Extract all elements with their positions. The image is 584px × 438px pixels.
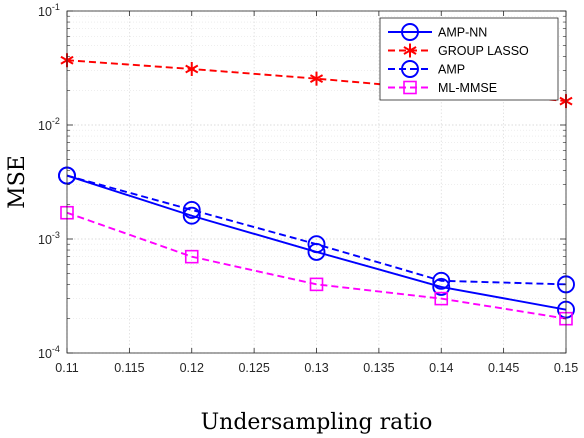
x-tick-label: 0.13 xyxy=(304,361,328,375)
data-point xyxy=(434,291,449,306)
legend-item: AMP xyxy=(388,60,465,78)
y-tick-label: 10-4 xyxy=(38,344,60,361)
data-point xyxy=(309,277,324,292)
data-point xyxy=(184,249,199,264)
data-point xyxy=(432,271,451,290)
x-tick-label: 0.11 xyxy=(55,361,78,375)
data-point xyxy=(309,71,324,86)
x-axis-label: Undersampling ratio xyxy=(201,410,433,435)
legend-item: AMP-NN xyxy=(388,23,487,41)
legend-label: AMP xyxy=(438,63,465,77)
data-point xyxy=(432,277,451,296)
legend-item: GROUP LASSO xyxy=(388,43,529,58)
asterisk-stroke xyxy=(309,74,324,84)
x-tick-label: 0.12 xyxy=(180,361,204,375)
legend-label: AMP-NN xyxy=(438,26,487,40)
legend-marker xyxy=(403,43,417,58)
legend-label: ML-MMSE xyxy=(438,81,497,95)
axis-ticks: 0.11 0.115 0.12 0.125 0.13 0.135 0.14 0.145 0.15… xyxy=(38,2,578,375)
y-tick-label: 10-2 xyxy=(38,116,60,133)
legend-item: ML-MMSE xyxy=(388,80,497,95)
x-tick-label: 0.15 xyxy=(554,361,578,375)
x-tick-label: 0.135 xyxy=(363,361,394,375)
legend-marker xyxy=(403,80,417,95)
legend-label: GROUP LASSO xyxy=(438,44,529,58)
grid xyxy=(66,10,567,354)
data-point xyxy=(182,200,201,219)
legend: AMP-NN GROUP LASSO AMP ML-MMSE xyxy=(379,17,559,101)
x-tick-label: 0.115 xyxy=(114,361,144,375)
y-tick-label: 10-1 xyxy=(38,2,60,19)
x-tick-label: 0.145 xyxy=(488,361,519,375)
asterisk-stroke xyxy=(403,46,417,55)
y-axis-label: MSE xyxy=(5,155,30,209)
x-tick-label: 0.125 xyxy=(238,361,269,375)
series-line xyxy=(66,211,567,320)
data-point xyxy=(185,61,199,76)
y-tick-label: 10-3 xyxy=(38,230,60,247)
x-tick-label: 0.14 xyxy=(429,361,453,375)
legend-marker xyxy=(401,60,419,78)
series-line xyxy=(66,59,567,103)
series-ml-mmse xyxy=(60,205,573,326)
legend-marker xyxy=(401,23,419,41)
series-line xyxy=(66,174,567,286)
asterisk-stroke xyxy=(185,64,199,74)
data-point xyxy=(307,235,326,254)
data-point xyxy=(182,206,201,225)
